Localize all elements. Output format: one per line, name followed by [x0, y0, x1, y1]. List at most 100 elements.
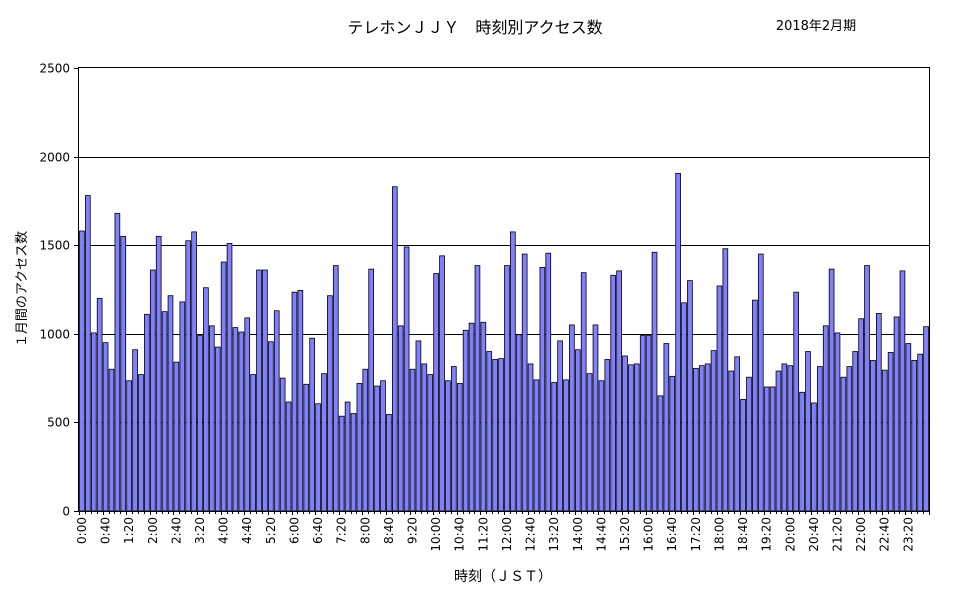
bar [805, 351, 811, 512]
bar [185, 240, 192, 512]
bar [781, 363, 788, 512]
x-tick-label: 2:00 [146, 517, 160, 544]
y-tick-label: 0 [62, 505, 70, 519]
x-tick-label: 2:40 [169, 517, 183, 544]
bar [899, 270, 906, 512]
bar [279, 377, 286, 512]
bar [332, 265, 339, 512]
bar [722, 248, 729, 512]
bar [96, 297, 103, 512]
bar [704, 363, 711, 512]
bar [297, 289, 304, 512]
bar [787, 365, 794, 512]
bar [657, 395, 664, 512]
bar [734, 356, 740, 512]
x-tick-label: 6:40 [311, 517, 325, 544]
y-axis-ticks: 0 500 1000 1500 2000 2500 [39, 62, 79, 519]
x-tick-label: 8:00 [358, 517, 372, 544]
x-tick-label: 7:20 [335, 517, 349, 544]
bar [303, 383, 310, 512]
bar [858, 318, 864, 512]
bar [521, 253, 528, 512]
x-tick-label: 3:20 [193, 517, 207, 544]
x-tick-label: 23:20 [901, 517, 915, 552]
bar [846, 366, 853, 512]
x-tick-label: 18:40 [736, 517, 750, 552]
bar [132, 349, 138, 512]
bar [462, 329, 469, 512]
bar [669, 375, 676, 512]
x-tick-label: 0:40 [99, 517, 113, 544]
x-tick-label: 12:40 [524, 517, 538, 552]
bar [191, 231, 197, 512]
bar [356, 383, 363, 512]
x-tick-label: 11:20 [476, 517, 490, 552]
bar [368, 268, 375, 512]
y-tick-label: 1500 [39, 239, 70, 253]
bar [480, 321, 487, 512]
bar [114, 212, 121, 512]
x-tick-label: 21:20 [831, 517, 845, 552]
bar [321, 373, 327, 512]
x-tick-label: 5:20 [264, 517, 278, 544]
bar [870, 359, 876, 512]
x-tick-label: 9:20 [406, 517, 420, 544]
bar [362, 368, 369, 512]
bar [309, 337, 315, 512]
bar [698, 365, 705, 512]
bar [510, 231, 516, 512]
y-tick-label: 500 [47, 416, 70, 430]
bar [893, 316, 900, 512]
bar [616, 270, 622, 512]
bar [244, 317, 251, 512]
bar [569, 324, 575, 512]
x-tick-label: 19:20 [760, 517, 774, 552]
bar [515, 334, 522, 512]
bar [421, 363, 428, 512]
bar [126, 380, 132, 512]
y-tick-label: 1000 [39, 328, 70, 342]
bar [905, 343, 912, 512]
bar [763, 386, 770, 512]
bar [551, 382, 557, 512]
bar [793, 291, 800, 512]
bar [545, 252, 552, 512]
x-tick-label: 16:00 [642, 517, 656, 552]
bar [451, 366, 457, 512]
gridlines [79, 157, 929, 423]
bar [238, 331, 245, 512]
x-tick-label: 15:20 [618, 517, 632, 552]
bar [427, 374, 434, 512]
bar [338, 415, 345, 512]
y-tick-label: 2000 [39, 151, 70, 165]
bar [315, 403, 321, 512]
bar [917, 353, 923, 512]
bar [574, 349, 581, 512]
bar [474, 265, 481, 512]
bar [208, 325, 215, 512]
bar [746, 376, 752, 512]
bar [563, 379, 569, 512]
bar [445, 380, 451, 512]
y-axis-title: １月間のアクセス数 [15, 231, 30, 347]
bar [214, 346, 221, 512]
bar [409, 368, 416, 512]
bar [108, 368, 115, 512]
bar [232, 327, 239, 512]
bar [651, 251, 658, 512]
bar [757, 253, 764, 512]
bar [102, 342, 109, 512]
x-tick-label: 22:00 [854, 517, 868, 552]
chart-title: テレホンＪＪＹ 時刻別アクセス数 [347, 18, 602, 37]
x-tick-label: 14:40 [594, 517, 608, 552]
bar [811, 402, 817, 512]
bar [864, 265, 870, 512]
bar [386, 414, 392, 512]
bar [439, 255, 445, 512]
bar [90, 332, 97, 512]
bar [85, 195, 91, 512]
bar [740, 398, 746, 512]
bar [645, 335, 652, 512]
bar [911, 359, 918, 512]
x-tick-label: 20:40 [807, 517, 821, 552]
